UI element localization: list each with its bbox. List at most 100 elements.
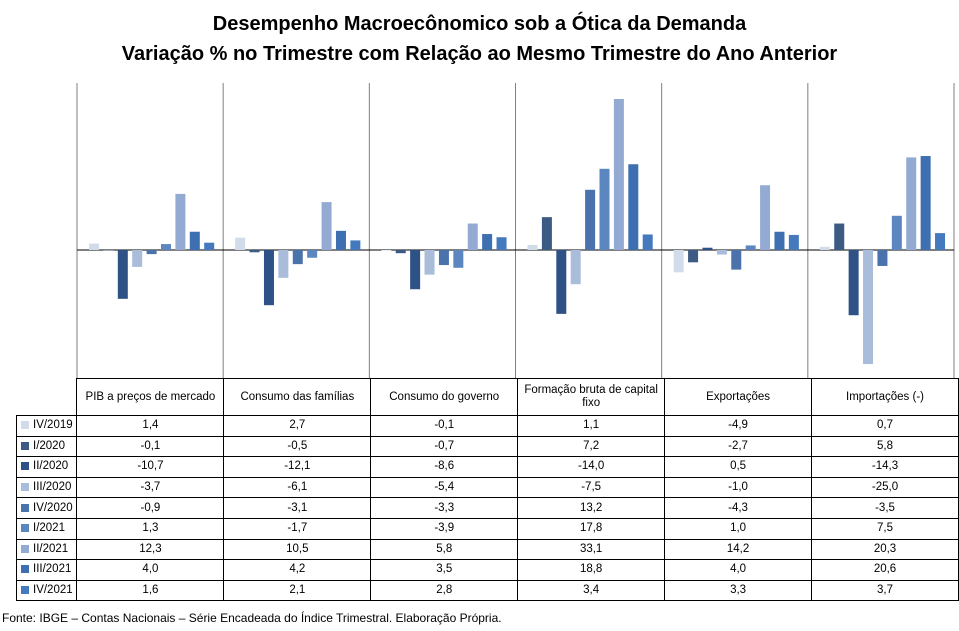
table-cell: 12,3 (76, 538, 225, 561)
bar-IV-2021-5 (788, 234, 799, 250)
table-cell: -3,7 (76, 476, 225, 499)
bar-II-2020-3 (410, 250, 421, 290)
legend-label: IV/2020 (33, 501, 73, 514)
table-row: I/2020 -0,1 -0,5 -0,7 7,2 -2,7 5,8 (15, 435, 959, 458)
bar-I-2021-6 (891, 215, 902, 250)
bar-IV-2019-2 (235, 237, 246, 250)
legend-entry: I/2020 (15, 435, 78, 458)
bar-III-2021-5 (774, 231, 785, 250)
bar-IV-2020-5 (731, 250, 742, 270)
bar-III-2020-5 (716, 250, 727, 255)
bar-III-2020-6 (863, 250, 874, 365)
table-cell: 7,2 (517, 435, 666, 458)
bar-I-2020-4 (541, 217, 552, 250)
table-cell: 3,5 (370, 559, 519, 581)
bar-III-2021-1 (189, 231, 200, 250)
table-cell: -7,5 (517, 476, 666, 499)
table-cell: 1,1 (517, 415, 666, 437)
legend-label: I/2021 (33, 522, 65, 535)
legend-label: II/2020 (33, 460, 69, 473)
bar-I-2020-2 (249, 250, 260, 253)
bar-IV-2019-6 (819, 246, 830, 250)
legend-label: IV/2021 (33, 584, 73, 597)
table-cell: -1,0 (664, 476, 813, 499)
bar-II-2021-6 (906, 157, 917, 250)
table-cell: 5,8 (370, 538, 519, 561)
bar-I-2021-2 (307, 250, 318, 258)
legend-swatch (21, 462, 29, 471)
table-cell: -10,7 (76, 456, 225, 478)
table-cell: 4,0 (664, 559, 813, 581)
table-cell: 5,8 (811, 435, 959, 458)
legend-label: II/2021 (33, 542, 69, 555)
bar-I-2020-5 (688, 250, 699, 263)
table-category-header: Consumo do governo (370, 378, 519, 416)
table-cell: 7,5 (811, 517, 959, 540)
table-cell: 20,3 (811, 538, 959, 561)
legend-swatch (21, 441, 29, 450)
bar-II-2020-5 (702, 247, 713, 250)
bar-IV-2021-2 (350, 240, 361, 250)
bar-I-2021-3 (453, 250, 464, 268)
bar-III-2020-4 (570, 250, 581, 285)
bar-II-2021-3 (467, 223, 478, 250)
bar-III-2021-6 (920, 156, 931, 250)
legend-label: I/2020 (33, 439, 65, 452)
bar-II-2021-1 (175, 193, 186, 250)
table-cell: -6,1 (223, 476, 372, 499)
bar-IV-2019-4 (527, 244, 538, 250)
bar-II-2020-6 (848, 250, 859, 316)
bar-I-2020-3 (395, 250, 406, 254)
bar-IV-2020-2 (292, 250, 303, 265)
bar-II-2021-4 (613, 99, 624, 250)
bar-I-2021-5 (745, 245, 756, 250)
bar-IV-2021-1 (204, 242, 215, 250)
table-cell: 3,4 (517, 579, 666, 602)
legend-label: III/2020 (33, 481, 72, 494)
bar-III-2020-1 (132, 250, 143, 267)
bar-III-2020-3 (424, 250, 435, 275)
legend-swatch (21, 421, 29, 430)
bar-IV-2021-3 (496, 237, 507, 250)
table-row: III/2021 4,0 4,2 3,5 18,8 4,0 20,6 (15, 559, 959, 581)
table-row: IV/2021 1,6 2,1 2,8 3,4 3,3 3,7 (15, 579, 959, 602)
table-cell: 3,7 (811, 579, 959, 602)
table-cell: 2,8 (370, 579, 519, 602)
table-row: III/2020 -3,7 -6,1 -5,4 -7,5 -1,0 -25,0 (15, 476, 959, 499)
table-cell: 0,7 (811, 415, 959, 437)
table-category-header: PIB a preços de mercado (76, 378, 225, 416)
bar-IV-2020-6 (877, 250, 888, 266)
table-cell: 3,3 (664, 579, 813, 602)
chart-subtitle: Variação % no Trimestre com Relação ao M… (121, 43, 838, 65)
bar-I-2020-1 (103, 250, 114, 251)
legend-entry: III/2021 (15, 559, 78, 581)
table-cell: -3,3 (370, 497, 519, 519)
table-cell: -3,5 (811, 497, 959, 519)
bar-I-2020-6 (834, 223, 845, 250)
table-row: IV/2019 1,4 2,7 -0,1 1,1 -4,9 0,7 (15, 415, 959, 437)
table-cell: 4,2 (223, 559, 372, 581)
bar-II-2021-2 (321, 202, 332, 250)
table-category-header: Exportações (664, 378, 813, 416)
table-cell: -0,9 (76, 497, 225, 519)
legend-entry: IV/2020 (15, 497, 78, 519)
bar-III-2021-4 (628, 164, 639, 250)
table-header-row: PIB a preços de mercado Consumo das famíl… (17, 378, 959, 416)
table-cell: -5,4 (370, 476, 519, 499)
legend-swatch (21, 524, 29, 533)
bar-IV-2019-3 (381, 250, 392, 251)
bar-II-2020-2 (263, 250, 274, 306)
table-row: II/2021 12,3 10,5 5,8 33,1 14,2 20,3 (15, 538, 959, 561)
bar-I-2021-1 (161, 244, 171, 250)
bar-IV-2020-1 (146, 250, 157, 255)
table-cell: -1,7 (223, 517, 372, 540)
bar-IV-2020-4 (585, 189, 596, 250)
bar-I-2021-4 (599, 168, 610, 250)
table-cell: -0,1 (76, 435, 225, 458)
table-row: I/2021 1,3 -1,7 -3,9 17,8 1,0 7,5 (15, 517, 959, 540)
bar-chart (76, 83, 955, 378)
table-cell: 17,8 (517, 517, 666, 540)
table-cell: 2,1 (223, 579, 372, 602)
table-cell: 1,6 (76, 579, 225, 602)
table-cell: 1,4 (76, 415, 225, 437)
